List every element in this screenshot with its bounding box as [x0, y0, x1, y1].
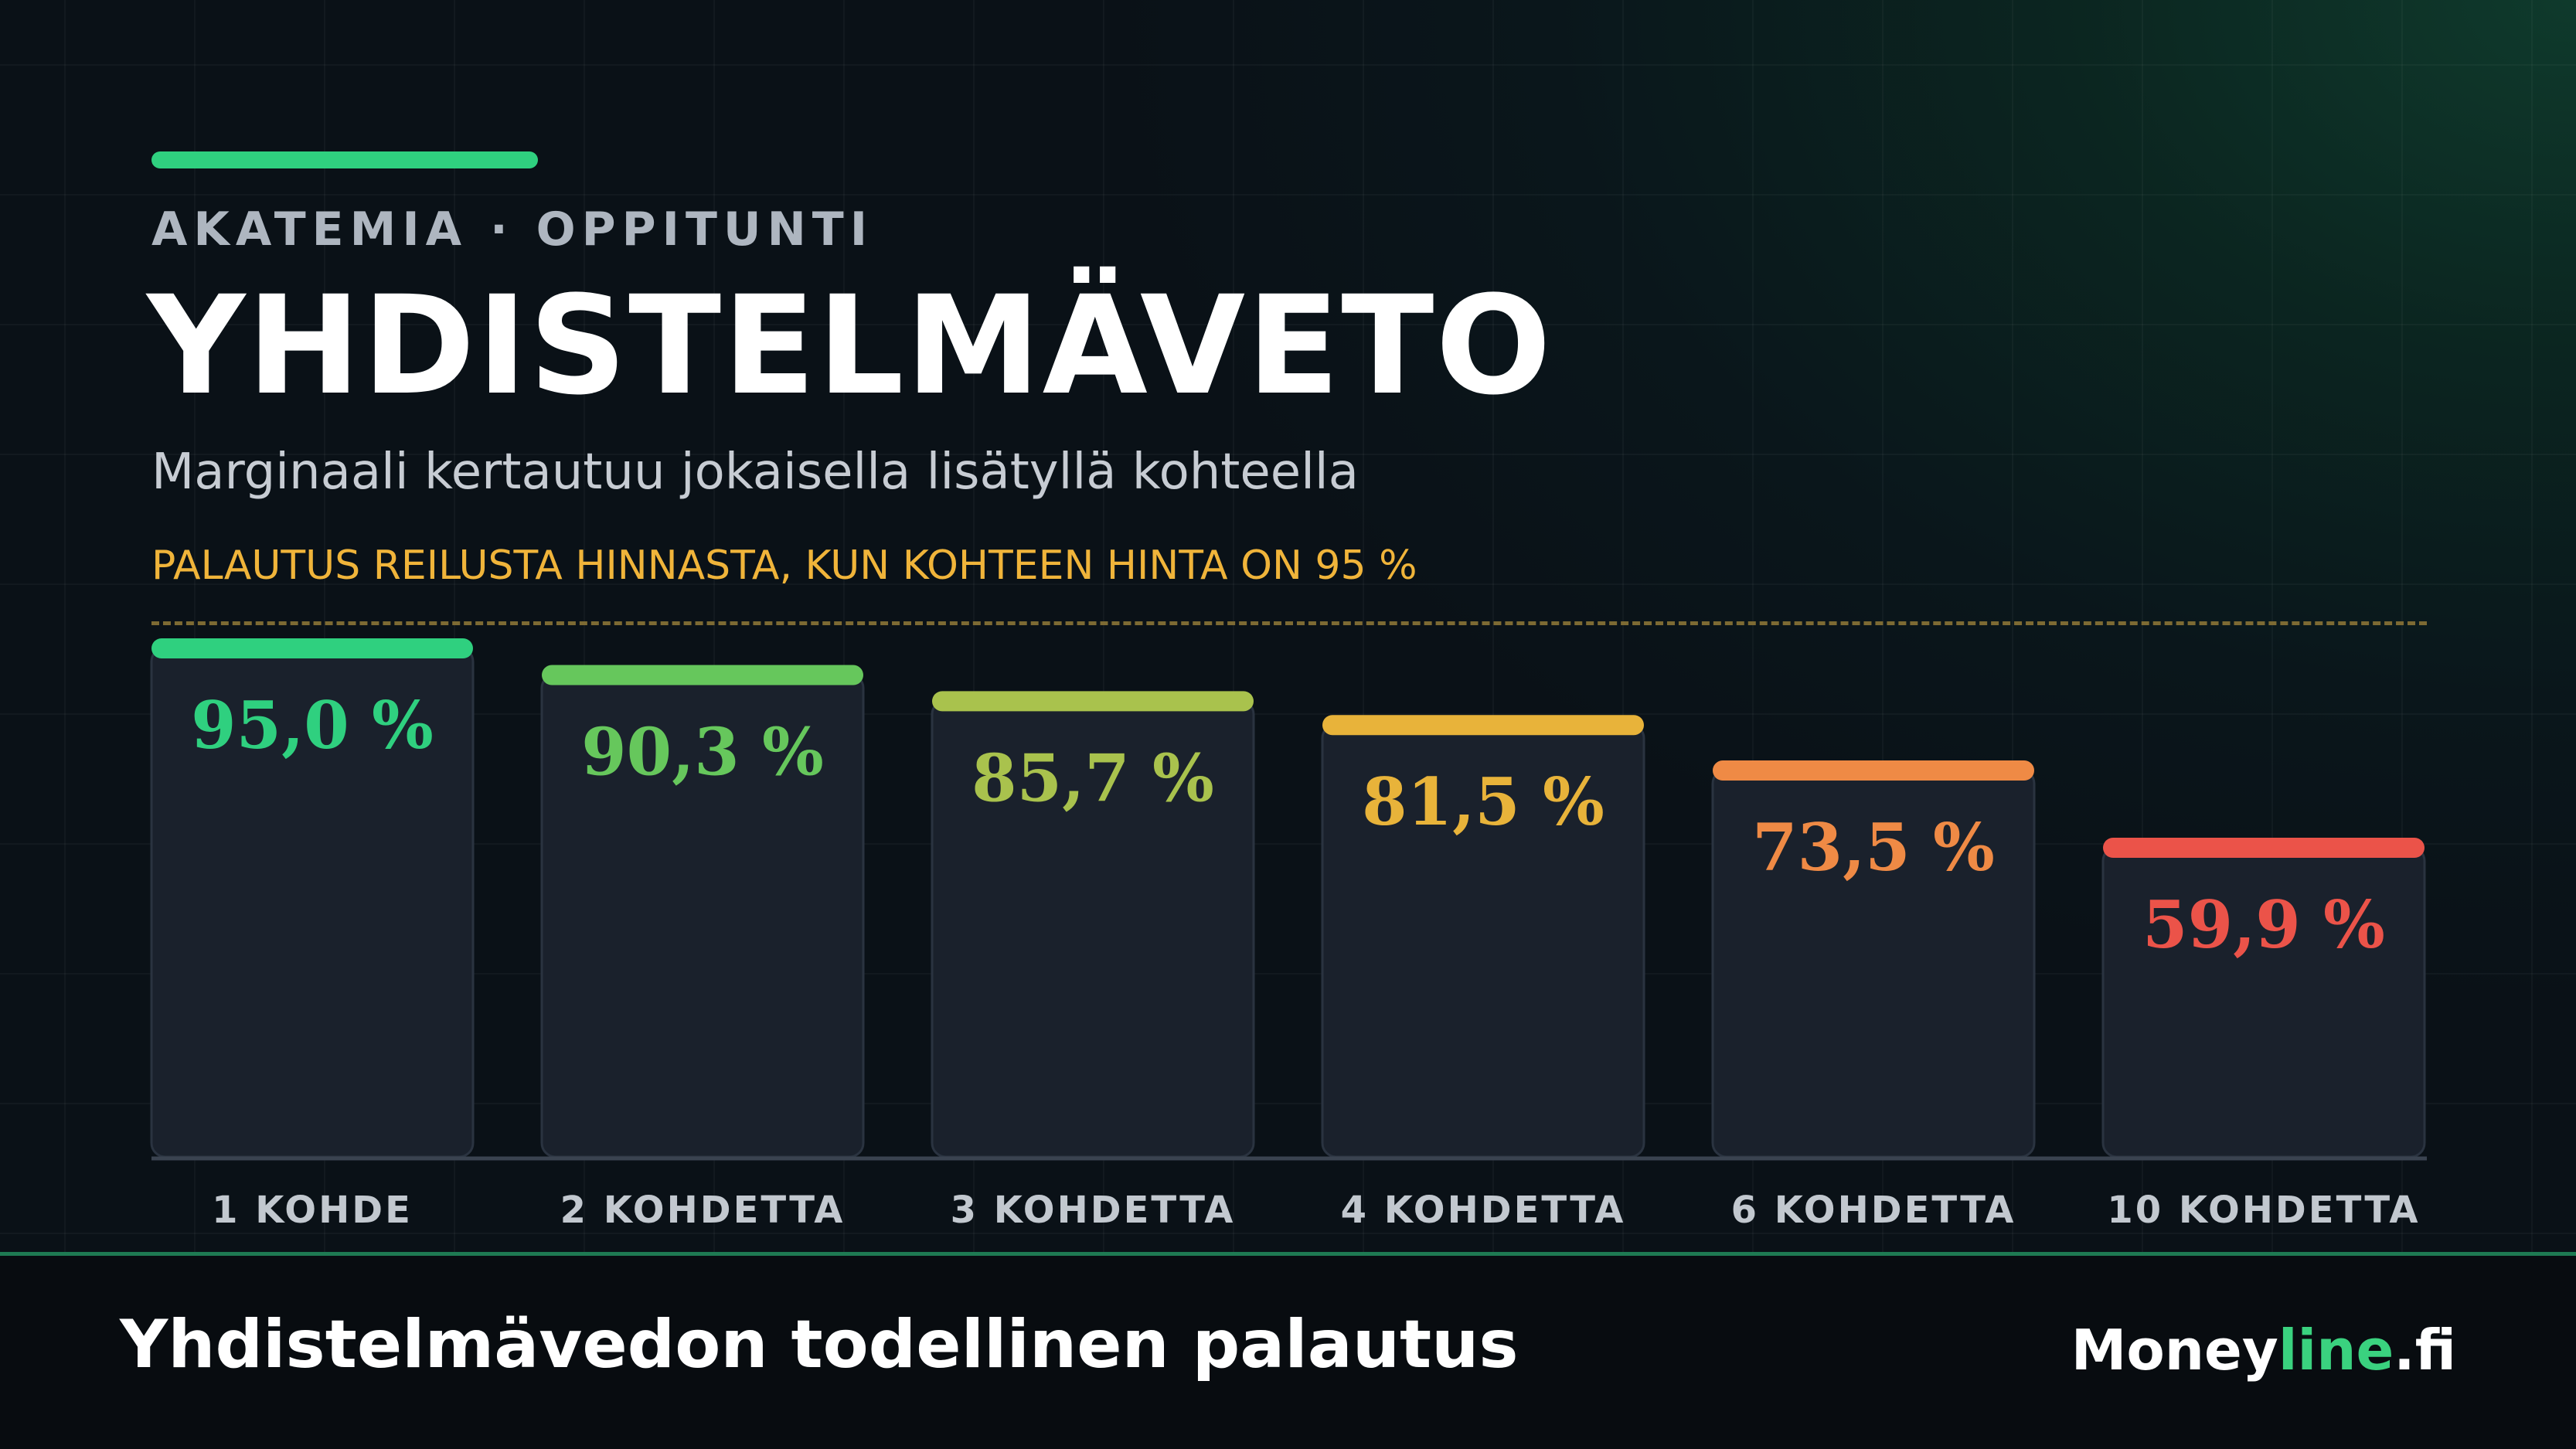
category-label: 4 KOHDETTA	[1341, 1189, 1626, 1232]
brand-logo: Moneyline.fi	[2071, 1318, 2456, 1383]
data-label: 95,0 %	[191, 687, 434, 764]
bar-cap	[151, 638, 473, 658]
brand-part-1: Money	[2071, 1318, 2278, 1383]
category-label: 2 KOHDETTA	[560, 1189, 846, 1232]
eyebrow-label: AKATEMIA · OPPITUNTI	[151, 202, 874, 257]
data-label: 90,3 %	[581, 714, 824, 791]
bar-cap	[542, 665, 863, 685]
data-label: 59,9 %	[2142, 886, 2385, 963]
bar-cap	[1322, 715, 1644, 736]
bar-chart: 95,0 % 1 KOHDE 90,3 % 2 KOHDETTA 85,7 % 3 KOH…	[150, 638, 2427, 1232]
footer-title: Yhdistelmävedon todellinen palautus	[120, 1306, 1519, 1383]
footer-bar	[0, 1252, 2576, 1449]
data-label: 85,7 %	[972, 740, 1214, 816]
page-title: YHDISTELMÄVETO	[147, 267, 1553, 425]
page-subtitle: Marginaali kertautuu jokaisella lisätyll…	[151, 444, 1359, 501]
brand-part-2: line	[2278, 1318, 2394, 1383]
accent-bar	[151, 151, 538, 168]
data-label: 73,5 %	[1752, 809, 1995, 886]
category-label: 1 KOHDE	[212, 1189, 413, 1232]
bar-cap	[932, 691, 1254, 712]
category-label: 3 KOHDETTA	[951, 1189, 1236, 1232]
category-label: 10 KOHDETTA	[2107, 1189, 2420, 1232]
reference-line	[151, 621, 2427, 625]
brand-part-3: .fi	[2394, 1318, 2456, 1383]
category-label: 6 KOHDETTA	[1731, 1189, 2016, 1232]
bar-cap	[2103, 838, 2425, 858]
data-label: 81,5 %	[1362, 764, 1604, 840]
bar-cap	[1713, 760, 2034, 781]
chart-note: PALAUTUS REILUSTA HINNASTA, KUN KOHTEEN …	[151, 543, 1417, 589]
